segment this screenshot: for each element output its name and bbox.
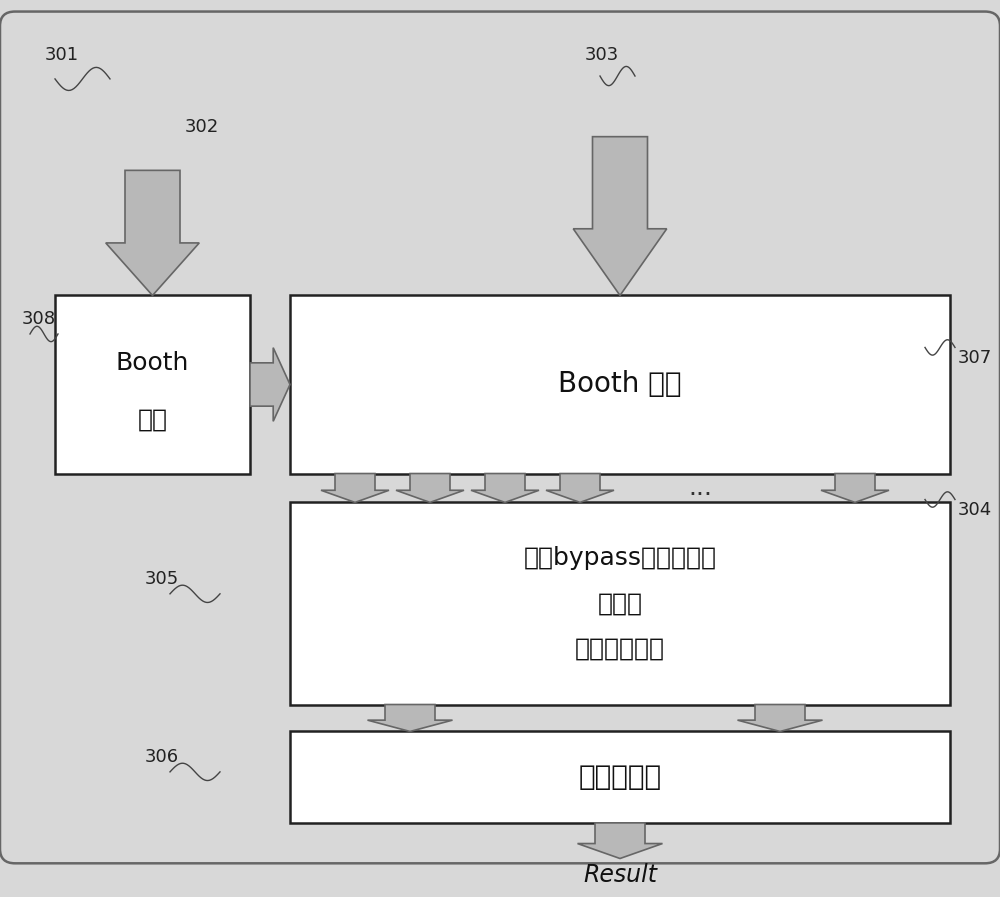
Bar — [55, 295, 250, 474]
Text: 加器的: 加器的 — [597, 591, 642, 615]
Text: 308: 308 — [22, 310, 56, 328]
Bar — [290, 295, 950, 474]
Text: 编码: 编码 — [138, 408, 168, 432]
FancyBboxPatch shape — [0, 12, 1000, 863]
Polygon shape — [106, 170, 199, 295]
Polygon shape — [368, 704, 452, 731]
Polygon shape — [578, 823, 662, 858]
Text: Booth: Booth — [116, 351, 189, 375]
Text: 基于bypass全加器和半: 基于bypass全加器和半 — [523, 546, 716, 570]
Text: 303: 303 — [585, 46, 619, 64]
Polygon shape — [546, 474, 614, 502]
Polygon shape — [821, 474, 889, 502]
Bar — [290, 731, 950, 823]
Text: 304: 304 — [958, 501, 992, 518]
Text: 306: 306 — [145, 748, 179, 766]
Text: 302: 302 — [185, 118, 219, 135]
Text: ...: ... — [688, 476, 712, 500]
Text: 快速加法器: 快速加法器 — [578, 763, 662, 791]
Polygon shape — [573, 136, 667, 295]
Bar — [290, 502, 950, 704]
Text: 301: 301 — [45, 46, 79, 64]
Text: 307: 307 — [958, 349, 992, 367]
Text: Booth 译码: Booth 译码 — [558, 370, 682, 398]
Polygon shape — [738, 704, 822, 731]
Polygon shape — [321, 474, 389, 502]
Polygon shape — [250, 348, 290, 422]
Text: 305: 305 — [145, 570, 179, 588]
Text: Result: Result — [583, 863, 657, 887]
Text: 部分积压缩树: 部分积压缩树 — [575, 637, 665, 660]
Polygon shape — [471, 474, 539, 502]
Polygon shape — [396, 474, 464, 502]
